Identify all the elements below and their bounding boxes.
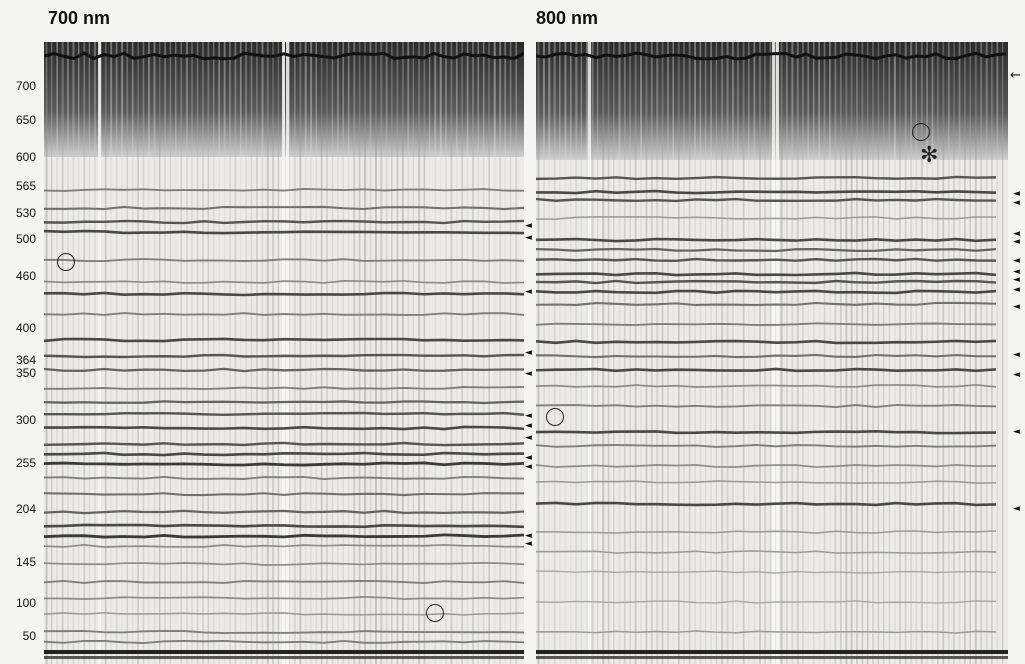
size-marker-100: 100: [15, 596, 36, 610]
gel-image-800nm: [536, 42, 1008, 664]
size-marker-400: 400: [15, 321, 36, 335]
arrowhead-left-icon: ◄: [525, 348, 532, 358]
arrowhead-left-icon: ◄: [525, 453, 532, 463]
gel-lanes-800nm: [536, 42, 1008, 664]
size-marker-460: 460: [15, 269, 36, 283]
size-marker-350: 350: [15, 366, 36, 380]
arrowhead-left-icon: ◄: [1013, 427, 1020, 437]
circle-outline-icon: [426, 604, 444, 622]
size-marker-700: 700: [15, 79, 36, 93]
arrowhead-left-icon: ◄: [525, 531, 532, 541]
arrowhead-left-icon: ◄: [1013, 350, 1020, 360]
size-marker-50: 50: [22, 629, 36, 643]
size-marker-500: 500: [15, 232, 36, 246]
arrowhead-left-icon: ◄: [1013, 267, 1020, 277]
size-marker-364: 364: [15, 353, 36, 367]
size-marker-650: 650: [15, 113, 36, 127]
size-marker-600: 600: [15, 150, 36, 164]
arrowhead-left-icon: ◄: [525, 233, 532, 243]
arrowhead-left-icon: ◄: [525, 221, 532, 231]
arrowhead-left-icon: ◄: [1013, 302, 1020, 312]
arrowhead-left-icon: ◄: [1013, 229, 1020, 239]
arrowhead-left-icon: ◄: [525, 433, 532, 443]
arrow-left-icon: ←: [1010, 68, 1021, 83]
circle-outline-icon: [57, 253, 75, 271]
arrowhead-left-icon: ◄: [1013, 275, 1020, 285]
arrowhead-left-icon: ◄: [1013, 256, 1020, 266]
arrowhead-left-icon: ◄: [1013, 370, 1020, 380]
arrowhead-left-icon: ◄: [525, 287, 532, 297]
arrowhead-left-icon: ◄: [525, 411, 532, 421]
size-marker-300: 300: [15, 413, 36, 427]
arrowhead-left-icon: ◄: [525, 421, 532, 431]
arrowhead-left-icon: ◄: [525, 369, 532, 379]
arrowhead-left-icon: ◄: [525, 539, 532, 549]
size-marker-204: 204: [15, 502, 36, 516]
arrowhead-left-icon: ◄: [1013, 285, 1020, 295]
panel-title-700nm: 700 nm: [48, 8, 111, 28]
panel-title-800nm: 800 nm: [536, 8, 599, 28]
arrowhead-left-icon: ◄: [1013, 237, 1020, 247]
size-marker-255: 255: [15, 456, 36, 470]
size-marker-565: 565: [15, 179, 36, 193]
circle-outline-icon: [912, 123, 930, 141]
size-marker-145: 145: [15, 555, 36, 569]
size-marker-530: 530: [15, 206, 36, 220]
asterisk-icon: ✻: [920, 143, 939, 168]
gel-lanes-700nm: [44, 42, 524, 664]
arrowhead-left-icon: ◄: [1013, 198, 1020, 208]
arrowhead-left-icon: ◄: [1013, 189, 1020, 199]
gel-image-700nm: [44, 42, 524, 664]
arrowhead-left-icon: ◄: [1013, 504, 1020, 514]
arrowhead-left-icon: ◄: [525, 462, 532, 472]
circle-outline-icon: [546, 408, 564, 426]
